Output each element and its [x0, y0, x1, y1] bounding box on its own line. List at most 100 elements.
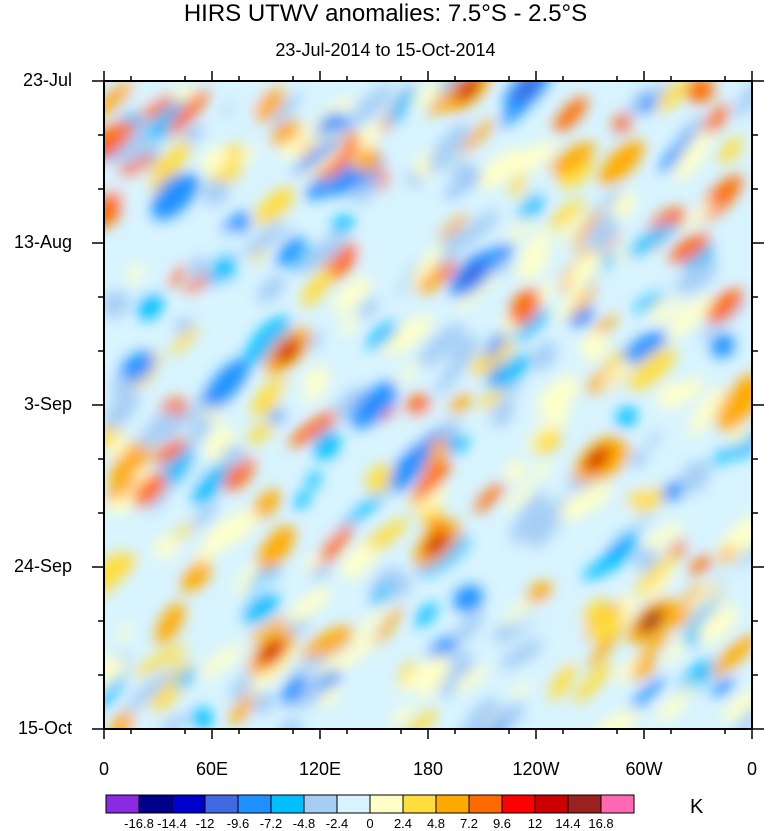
field-patch	[734, 540, 752, 569]
field-patch	[159, 399, 202, 446]
field-patch	[527, 581, 552, 604]
field-patch	[201, 178, 230, 206]
field-patch	[396, 410, 436, 451]
field-patch	[417, 322, 465, 368]
field-patch	[167, 90, 209, 136]
colorbar-swatch	[336, 794, 371, 814]
field-patch	[150, 660, 191, 713]
field-patch	[308, 330, 323, 351]
field-patch	[634, 552, 676, 597]
anomaly-feature	[449, 250, 497, 298]
colorbar-swatch	[171, 794, 206, 814]
field-patch	[534, 429, 562, 454]
field-patch	[107, 437, 129, 458]
x-tick-label: 120W	[512, 759, 560, 779]
field-patch	[137, 292, 164, 321]
field-patch	[318, 669, 341, 690]
field-patch	[638, 629, 670, 665]
field-patch	[280, 675, 307, 705]
field-patch	[612, 113, 632, 133]
x-tick-label: 0	[98, 759, 109, 779]
colorbar-swatch	[501, 794, 536, 814]
field-patch	[132, 473, 167, 507]
field-patch	[125, 81, 172, 105]
field-patch	[476, 148, 527, 189]
field-patch	[686, 81, 714, 104]
field-patch	[242, 591, 280, 624]
field-patch	[104, 290, 130, 319]
field-patch	[665, 295, 713, 340]
field-patch	[154, 438, 188, 465]
field-patch	[587, 611, 625, 641]
field-patch	[339, 489, 388, 531]
field-patch	[439, 259, 457, 283]
field-patch	[696, 605, 738, 644]
field-patch	[674, 129, 712, 181]
field-patch	[289, 409, 341, 447]
field-patch	[203, 509, 259, 552]
field-patch	[413, 458, 451, 502]
field-patch	[509, 682, 532, 698]
colorbar-label: 12	[527, 816, 543, 831]
field-patch	[109, 711, 134, 729]
field-patch	[106, 469, 152, 515]
colorbar-swatch	[468, 794, 503, 814]
field-patch	[201, 146, 229, 174]
field-patch	[453, 665, 490, 693]
colorbar-label: -9.6	[226, 816, 250, 831]
field-patch	[669, 233, 710, 264]
colorbar-swatch	[237, 794, 272, 814]
field-patch	[633, 291, 666, 314]
field-patch	[332, 275, 372, 314]
colorbar-label: 0	[366, 816, 374, 831]
field-patch	[358, 517, 409, 557]
field-patch	[188, 256, 210, 280]
field-patch	[531, 341, 557, 371]
field-patch	[485, 329, 506, 361]
field-patch	[410, 81, 456, 110]
field-patch	[369, 566, 400, 600]
field-patch	[257, 525, 295, 571]
field-patch	[502, 381, 522, 398]
field-patch	[293, 490, 311, 510]
colorbar-label: -4.8	[292, 816, 316, 831]
field-patch	[567, 251, 601, 292]
field-patch	[406, 393, 431, 418]
y-tick-label: 15-Oct	[17, 718, 72, 738]
field-patch	[549, 661, 576, 701]
field-patch	[552, 298, 572, 324]
field-patch	[317, 524, 353, 567]
field-patch	[557, 156, 594, 189]
field-patch	[504, 460, 527, 482]
field-patch	[360, 230, 388, 266]
colorbar-swatch	[204, 794, 239, 814]
field-patch	[254, 187, 295, 226]
colorbar-label: 2.4	[393, 816, 413, 831]
field-patch	[415, 602, 438, 628]
field-patch	[626, 222, 677, 257]
field-patch	[427, 122, 471, 174]
field-patch	[580, 331, 608, 362]
field-patch	[657, 81, 688, 112]
field-patch	[602, 507, 639, 543]
field-patch	[397, 661, 417, 687]
field-patch	[245, 316, 290, 365]
field-patch	[278, 379, 307, 413]
colorbar-label: -2.4	[325, 816, 349, 831]
field-patch	[733, 530, 752, 564]
field-patch	[557, 210, 584, 247]
colorbar-label: -7.2	[259, 816, 283, 831]
colorbar-label: 16.8	[588, 816, 614, 831]
colorbar-swatch	[105, 794, 140, 814]
x-tick-label: 60W	[625, 759, 663, 779]
field-patch	[474, 483, 505, 513]
field-patch	[715, 373, 752, 426]
field-patch	[199, 644, 243, 679]
field-patch	[271, 119, 301, 146]
colorbar-swatch	[534, 794, 569, 814]
field-patch	[731, 691, 752, 729]
colorbar-swatch	[567, 794, 602, 814]
field-patch	[298, 366, 329, 404]
field-patch	[499, 639, 545, 670]
field-patch	[438, 650, 474, 698]
